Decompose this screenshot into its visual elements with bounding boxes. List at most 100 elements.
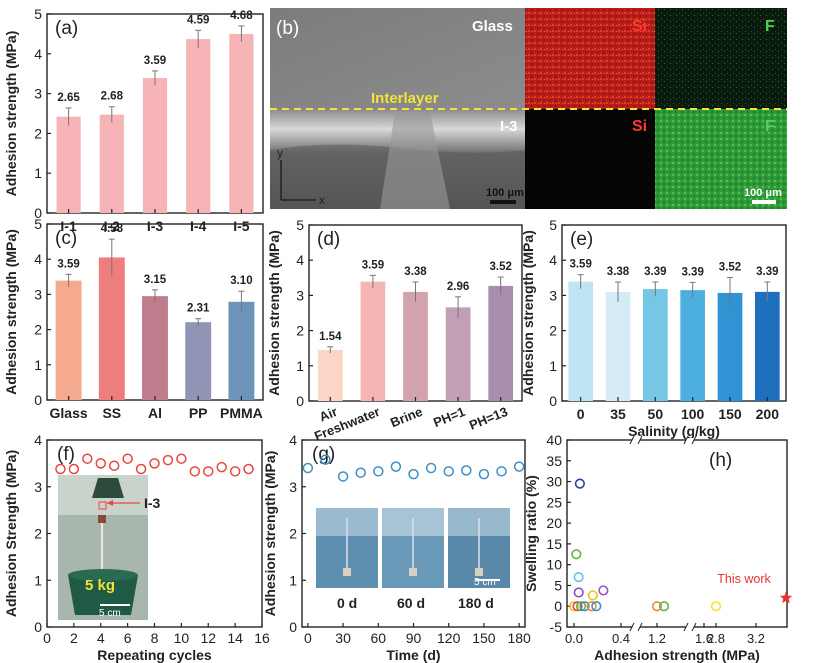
inset-f-scale: 5 cm	[99, 608, 121, 619]
panel-h-this-work-star	[779, 591, 793, 604]
panel-f-inset-photo: 5 kg 5 cm I-3	[58, 475, 161, 620]
panel-f-panel-label: (f)	[57, 444, 75, 465]
panel-h-point	[575, 601, 587, 612]
panel-g-ytick-label: 2	[289, 526, 297, 542]
panel-h-ytick-label: 30	[546, 474, 562, 490]
inset-g-scale: 5 cm	[474, 577, 496, 588]
panel-c-bar	[98, 257, 125, 400]
panel-h-point	[586, 601, 597, 612]
panel-g-ytick-label: 1	[289, 572, 297, 588]
panel-f-xtick-label: 4	[97, 630, 105, 646]
panel-e-bar	[680, 290, 705, 401]
panel-e-xtick-label: 35	[610, 406, 626, 422]
panel-d-ytick-label: 3	[296, 287, 304, 303]
panel-f-point	[82, 453, 93, 464]
panel-e-bar	[643, 289, 668, 401]
panel-f-point	[108, 460, 120, 471]
panel-d-chart: 0 1 2 3 4 5 Adhesion strength (MPa) (d) 1.54 Air 3…	[266, 217, 523, 444]
panel-a-ylabel: Adhesion strength (MPa)	[3, 31, 19, 197]
panel-e-xtick-label: 200	[756, 406, 780, 422]
panel-c-xtick-label: Al	[148, 405, 162, 421]
panel-h-point	[591, 601, 602, 612]
interlayer-label: Interlayer	[371, 90, 439, 107]
panel-f-point	[176, 453, 187, 464]
panel-g-xlabel: Time (d)	[386, 647, 440, 663]
panel-c-bar	[228, 301, 255, 400]
panel-h-ytick-label: 25	[546, 494, 562, 510]
panel-a-xtick-label: I-3	[147, 218, 164, 234]
panel-e-data-label: 3.39	[756, 266, 778, 278]
panel-h-axis-break-mark	[629, 622, 635, 632]
panel-e-data-label: 3.38	[607, 266, 630, 278]
f-label-bottom: F	[765, 118, 775, 135]
inset-f-label: I-3	[144, 495, 161, 511]
panel-e-data-label: 3.39	[681, 266, 703, 278]
panel-g-point	[373, 466, 384, 477]
panel-h-axis-break-mark	[691, 435, 697, 445]
panel-h-ytick-label: 10	[546, 557, 562, 573]
panel-d-bar	[403, 291, 428, 401]
panel-d-ytick-label: 1	[296, 358, 304, 374]
panel-c-data-label: 3.15	[144, 274, 167, 286]
panel-f-xtick-label: 16	[254, 630, 270, 646]
panel-g-ytick-label: 3	[289, 479, 297, 495]
panel-h-ytick-label: 40	[546, 432, 562, 448]
panel-f-point	[135, 463, 147, 475]
panel-e-bar	[605, 291, 631, 401]
panel-g-ytick-label: 0	[289, 619, 297, 635]
panel-a-bar	[99, 114, 124, 213]
panel-e-ylabel: Adhesion strength (MPa)	[520, 230, 536, 396]
panel-e-plot-frame	[561, 224, 787, 402]
panel-b-micrograph: (b) Glass Interlayer I-3 Si F Si F x y 1…	[270, 8, 787, 209]
panel-a-ytick-label: 4	[34, 46, 42, 62]
panel-f-point	[243, 463, 254, 475]
panel-f-point	[68, 463, 80, 475]
panel-c-ytick-label: 5	[34, 216, 42, 232]
panel-a-ytick-label: 1	[34, 165, 42, 181]
panel-h-ytick-label: 15	[546, 536, 562, 552]
panel-h-point	[651, 601, 663, 612]
panel-g-inset-photos: 5 cm 0 d 60 d 180 d	[316, 508, 510, 611]
panel-f-point	[216, 461, 227, 473]
panel-h-axis-break-gap	[632, 438, 640, 443]
panel-f-ytick-label: 4	[34, 432, 42, 448]
panel-h-point	[587, 590, 598, 601]
panel-d-ytick-label: 0	[296, 393, 304, 409]
panel-d-bar	[360, 281, 386, 401]
panel-d-data-label: 3.52	[490, 261, 512, 273]
sample-label: I-3	[500, 118, 518, 135]
panel-e-data-label: 3.39	[644, 266, 666, 278]
scale-bar-right	[752, 200, 776, 204]
panel-g-xtick-label: 0	[304, 630, 312, 646]
panel-h-point	[710, 601, 722, 612]
panel-a-data-label: 4.59	[187, 14, 209, 26]
panel-h-axis-break-mark	[683, 622, 689, 632]
si-map-bottom	[525, 109, 655, 209]
panel-g-point	[513, 461, 525, 472]
panel-g-point	[320, 454, 331, 465]
panel-a-xtick-label: I-2	[104, 218, 121, 234]
panel-e-bar	[568, 281, 593, 401]
weight-label: 5 kg	[85, 577, 115, 594]
panel-d-xtick-label: Air	[317, 404, 339, 425]
panel-h-point	[598, 585, 609, 596]
panel-h-ylabel: Swelling ratio (%)	[523, 475, 539, 592]
panel-d-data-label: 3.59	[362, 259, 384, 271]
panel-c-bar	[55, 280, 82, 400]
inset-g-day-0: 0 d	[337, 595, 357, 611]
panel-h-point	[572, 601, 583, 612]
panel-g-point	[355, 467, 366, 478]
panel-h-chart: -5 0 5 10 15 20 25 30 35 40 Swelling ratio (%) (h) 0…	[523, 432, 793, 663]
panel-f-point	[203, 466, 214, 477]
panel-c-ytick-label: 2	[34, 322, 42, 338]
panel-h-axis-break-mark	[683, 435, 689, 445]
panel-a-xtick-label: I-5	[233, 218, 250, 234]
panel-h-xtick-label: 0.4	[612, 631, 630, 646]
panel-h-this-work-label: This work	[717, 572, 771, 586]
panel-c-panel-label: (c)	[55, 228, 77, 249]
panel-e-data-label: 3.59	[569, 259, 591, 271]
panel-h-point	[571, 549, 582, 560]
panel-g-ytick-label: 4	[289, 432, 297, 448]
panel-d-data-label: 3.38	[404, 266, 427, 278]
panel-a-data-label: 2.65	[57, 92, 80, 104]
